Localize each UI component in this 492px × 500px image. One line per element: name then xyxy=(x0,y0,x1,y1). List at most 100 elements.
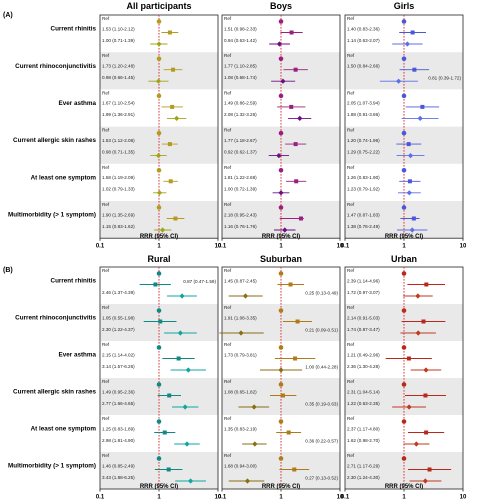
ref-label: Ref xyxy=(102,379,110,384)
estimate-square xyxy=(286,430,291,435)
x-tick-label: 10 xyxy=(337,495,344,500)
estimate-label: 3.14 (1.57-6.26) xyxy=(102,364,135,369)
estimate-label: 1.68 (0.94-3.00) xyxy=(224,463,257,468)
estimate-diamond xyxy=(244,478,251,484)
ref-label: Ref xyxy=(347,342,355,347)
ref-label: Ref xyxy=(347,268,355,273)
subplot-title: Rural xyxy=(147,254,170,264)
estimate-square xyxy=(288,282,293,287)
x-tick-label: 0.1 xyxy=(218,495,227,500)
estimate-label: 2.15 (1.14-4.02) xyxy=(102,352,135,357)
estimate-square xyxy=(289,30,294,35)
x-tick-label: 0.1 xyxy=(96,495,105,500)
estimate-diamond xyxy=(156,41,162,47)
estimate-diamond xyxy=(156,190,163,196)
estimate-label: 0.98 (0.71-1.35) xyxy=(102,149,135,154)
estimate-label: 0.92 (0.62-1.37) xyxy=(224,149,257,154)
estimate-square xyxy=(153,282,158,287)
ref-dot xyxy=(156,382,162,387)
estimate-label: 1.05 (0.55-1.98) xyxy=(102,315,135,320)
x-tick-label: 10 xyxy=(215,244,222,250)
estimate-label: 1.16 (0.76-1.76) xyxy=(224,224,257,229)
ref-dot xyxy=(401,19,407,24)
row-label: Multimorbidity (> 1 symptom) xyxy=(8,463,96,470)
estimate-diamond xyxy=(404,41,410,47)
estimate-diamond xyxy=(251,404,257,410)
estimate-square xyxy=(158,319,163,324)
estimate-label: 3.43 (1.88-6.25) xyxy=(102,475,135,480)
ref-dot xyxy=(156,271,162,276)
estimate-label: 1.51 (0.98-2.33) xyxy=(224,26,257,31)
x-tick-label: 0.1 xyxy=(341,495,350,500)
x-tick-label: 10 xyxy=(460,244,467,250)
estimate-label: 1.73 (0.79-3.81) xyxy=(224,352,257,357)
estimate-diamond xyxy=(417,115,423,121)
estimate-label: 1.47 (0.87-1.83) xyxy=(347,212,380,217)
estimate-square xyxy=(424,430,429,435)
estimate-diamond xyxy=(174,115,180,121)
estimate-diamond xyxy=(407,153,414,159)
ref-label: Ref xyxy=(347,453,355,458)
estimate-label: 0.27 (0.13-0.52) xyxy=(305,476,338,481)
estimate-label: 1.77 (1.10-2.85) xyxy=(224,64,257,69)
row-label: Ever asthma xyxy=(59,352,97,359)
estimate-label: 1.40 (0.83-2.36) xyxy=(347,26,380,31)
ref-label: Ref xyxy=(347,202,355,207)
x-axis-label: RRR (95% CI) xyxy=(262,484,300,490)
estimate-diamond xyxy=(396,78,402,84)
ref-dot xyxy=(401,345,407,350)
ref-dot xyxy=(401,93,407,99)
estimate-square xyxy=(293,67,298,72)
row-label: Current rhinitis xyxy=(51,278,97,285)
ref-label: Ref xyxy=(224,90,232,95)
ref-dot xyxy=(156,93,162,99)
x-tick-label: 1 xyxy=(279,495,283,500)
estimate-label: 1.35 (0.83-2.19) xyxy=(224,426,257,431)
ref-dot xyxy=(278,345,284,350)
estimate-square xyxy=(411,216,416,221)
estimate-label: 2.30 (1.22-4.37) xyxy=(102,327,135,332)
ref-dot xyxy=(156,345,162,350)
panel-label: (B) xyxy=(3,267,13,274)
estimate-label: 2.37 (1.17-4.80) xyxy=(347,426,380,431)
estimate-label: 1.21 (0.49-2.96) xyxy=(347,352,380,357)
estimate-diamond xyxy=(242,293,249,299)
subplot-title: All participants xyxy=(126,1,191,11)
ref-dot xyxy=(278,56,284,61)
x-tick-label: 1 xyxy=(157,244,161,250)
estimate-label: 1.67 (1.10-2.54) xyxy=(102,101,135,106)
ref-dot xyxy=(401,308,407,313)
estimate-diamond xyxy=(187,478,194,484)
estimate-label: 1.77 (1.18-2.67) xyxy=(224,138,257,143)
ref-label: Ref xyxy=(347,90,355,95)
ref-label: Ref xyxy=(347,16,355,21)
ref-dot xyxy=(401,456,407,461)
ref-label: Ref xyxy=(347,53,355,58)
ref-dot xyxy=(278,456,284,461)
estimate-diamond xyxy=(276,41,283,47)
estimate-diamond xyxy=(413,441,419,447)
estimate-square xyxy=(295,319,300,324)
x-tick-label: 1 xyxy=(279,244,283,250)
estimate-diamond xyxy=(280,78,286,84)
estimate-diamond xyxy=(252,441,258,447)
ref-label: Ref xyxy=(347,165,355,170)
subplot-title: Boys xyxy=(270,1,292,11)
ref-dot xyxy=(401,168,407,173)
estimate-label: 1.58 (1.19-2.09) xyxy=(102,175,135,180)
estimate-label: 1.08 (0.65-1.82) xyxy=(224,389,257,394)
estimate-square xyxy=(410,30,415,35)
estimate-diamond xyxy=(278,367,284,373)
ref-dot xyxy=(278,19,284,24)
ref-label: Ref xyxy=(102,202,110,207)
estimate-label: 0.94 (0.63-1.42) xyxy=(224,38,257,43)
estimate-label: 0.36 (0.22-0.57) xyxy=(305,439,338,444)
estimate-label: 1.50 (0.84-2.66) xyxy=(347,64,380,69)
estimate-label: 0.35 (0.19-0.63) xyxy=(305,402,338,407)
row-label: Current rhinoconjunctivitis xyxy=(15,63,96,70)
ref-label: Ref xyxy=(347,379,355,384)
estimate-label: 2.39 (1.14-4.96) xyxy=(347,278,380,283)
forest-panel-a: (A) Current rhinitis Current rhinoconjunct… xyxy=(3,1,467,250)
estimate-label: 2.14 (0.91-5.03) xyxy=(347,315,380,320)
estimate-square xyxy=(292,467,297,472)
